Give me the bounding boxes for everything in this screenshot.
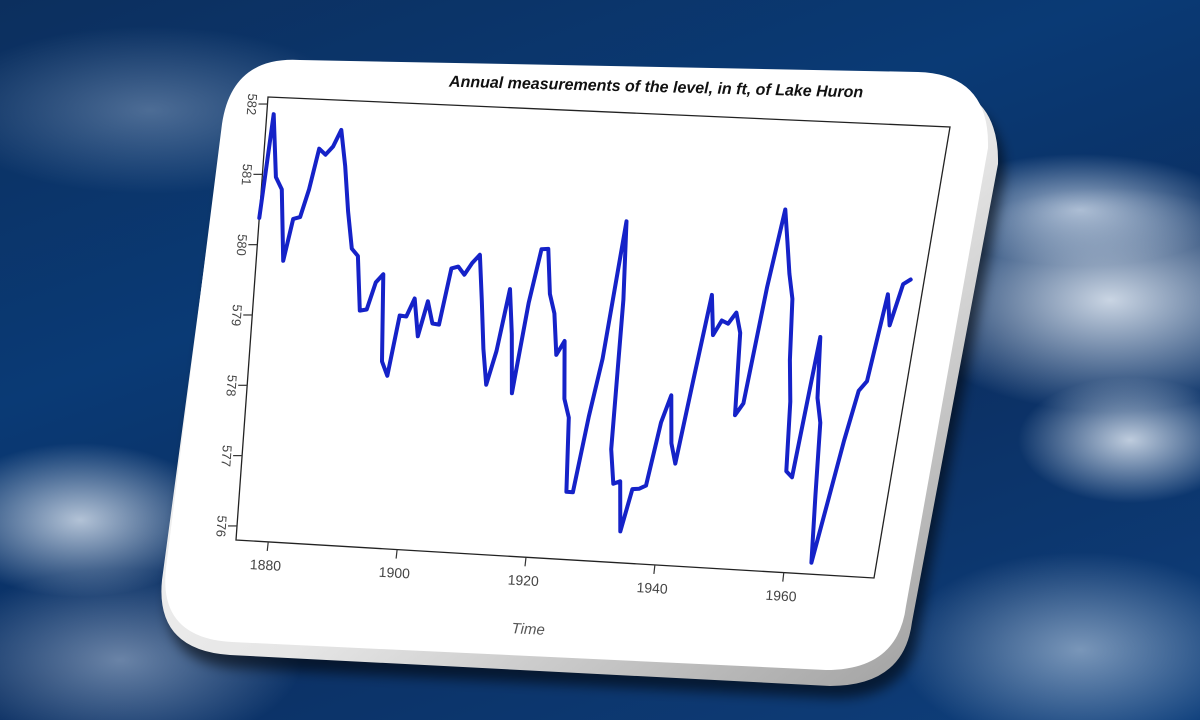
axis-ticks: 1880 1900 1920 1940 1960 576 577 578 579 580 581 58… (213, 93, 797, 604)
y-tick-label: 576 (213, 515, 229, 538)
x-tick-mark (653, 564, 656, 575)
x-tick-label: 1920 (507, 571, 539, 589)
series-group (257, 112, 913, 565)
x-tick-mark (395, 549, 398, 559)
x-tick-label: 1940 (636, 579, 668, 597)
x-tick-mark (266, 541, 269, 551)
y-tick-label: 579 (229, 304, 245, 327)
y-tick-label: 577 (218, 445, 234, 468)
x-tick-label: 1960 (765, 587, 797, 605)
x-tick-mark (524, 557, 527, 567)
x-tick-label: 1900 (378, 564, 410, 582)
x-axis-label: Time (511, 620, 545, 639)
plot-box (235, 96, 951, 579)
x-tick-label: 1880 (250, 556, 282, 574)
y-tick-label: 578 (223, 374, 239, 397)
series-line (257, 112, 913, 565)
y-tick-label: 580 (234, 234, 250, 257)
x-tick-mark (782, 572, 785, 582)
y-tick-label: 582 (244, 93, 260, 116)
y-tick-label: 581 (239, 163, 255, 186)
